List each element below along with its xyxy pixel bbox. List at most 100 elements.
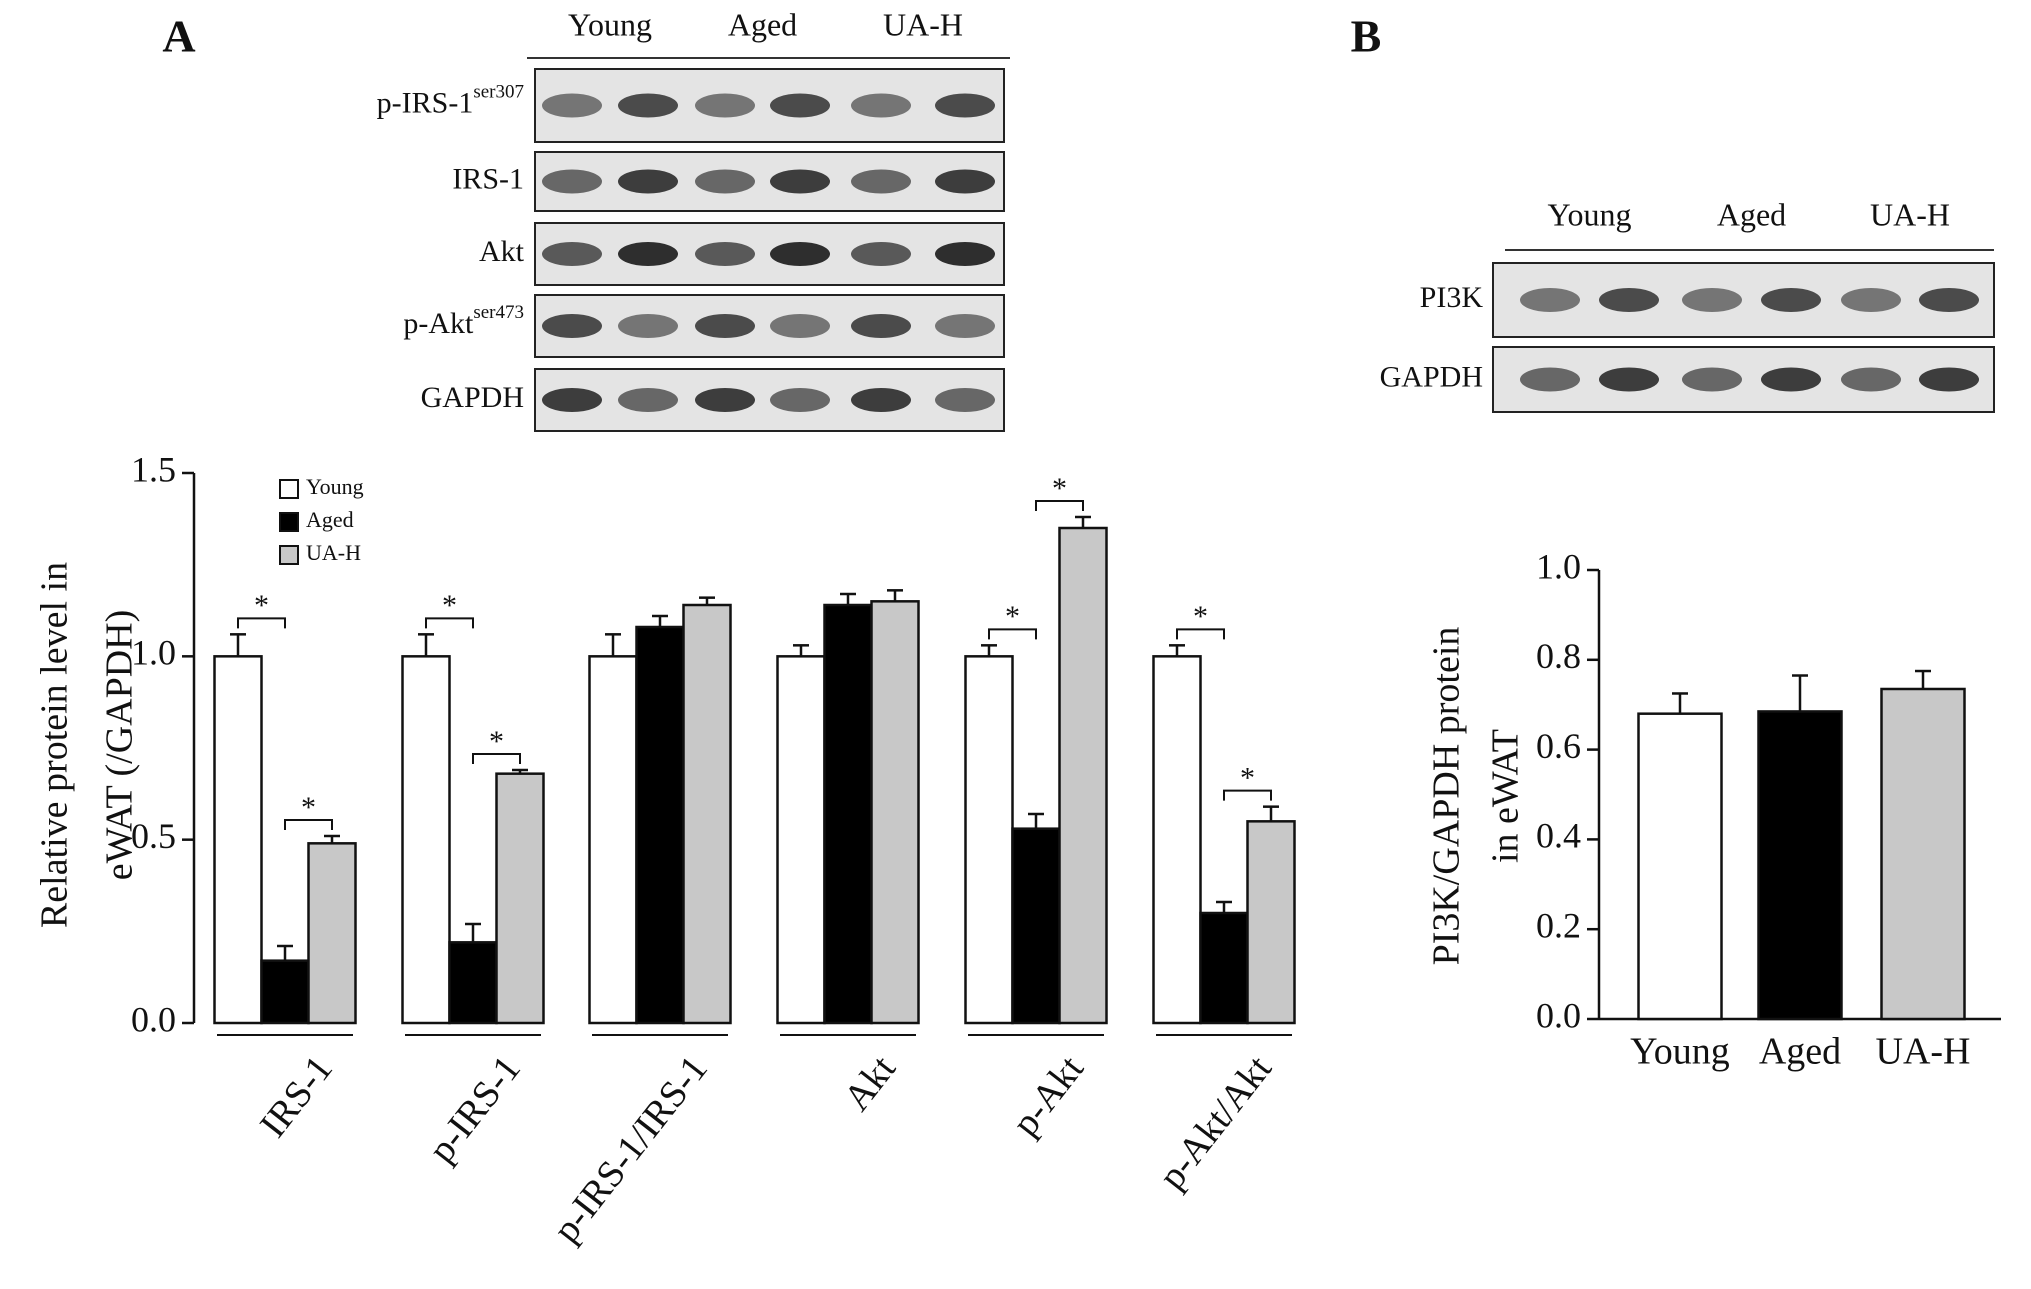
blot-row-sup: ser307 <box>473 82 524 103</box>
y-tick-label: 0.4 <box>1536 816 1581 856</box>
blot-band <box>695 314 755 338</box>
blot-row-label: GAPDH <box>1380 360 1483 393</box>
blot-band <box>770 93 830 118</box>
panel-letter: A <box>162 11 195 62</box>
blot-band <box>935 314 995 338</box>
blot-band <box>851 314 911 338</box>
bar <box>307 842 357 1025</box>
blot-band <box>1682 367 1742 392</box>
x-tick-label: Young <box>1630 1031 1730 1073</box>
significance-bracket <box>237 617 286 629</box>
significance-bracket <box>988 628 1037 640</box>
blot-band <box>542 314 602 338</box>
y-tick-label: 0.6 <box>1536 726 1581 766</box>
blot-row-name: GAPDH <box>421 381 524 414</box>
blot-row-label: Akt <box>479 235 525 268</box>
blot-band <box>1761 288 1821 312</box>
blot-band <box>851 169 911 194</box>
blot-band <box>542 388 602 412</box>
blot-band <box>542 169 602 194</box>
legend-swatch <box>279 512 299 532</box>
blot-band <box>618 93 678 118</box>
blot-row-name: Akt <box>479 235 525 268</box>
blot-band <box>1841 288 1901 312</box>
blot-band <box>1682 288 1742 312</box>
blot-band <box>851 242 911 266</box>
y-tick-label: 1.5 <box>131 449 176 489</box>
significance-bracket <box>1223 789 1272 801</box>
blot-row-name: IRS-1 <box>452 162 524 195</box>
y-tick-label: 0.8 <box>1536 636 1581 676</box>
blot-row-label: p-Aktser473 <box>403 302 524 340</box>
y-tick-label: 0.2 <box>1536 905 1581 945</box>
y-tick-label: 0.0 <box>131 999 176 1039</box>
bar <box>588 655 638 1025</box>
blot-strip <box>534 68 1005 143</box>
legend-swatch <box>279 545 299 565</box>
significance-label: * <box>1052 472 1067 505</box>
x-tick-label: IRS-1 <box>252 1048 341 1145</box>
significance-bracket <box>425 617 474 629</box>
legend-label: UA-H <box>306 540 361 565</box>
x-tick-label: p-IRS-1 <box>420 1048 528 1170</box>
significance-label: * <box>1240 762 1255 795</box>
bar <box>964 655 1014 1025</box>
y-tick-label: 0.5 <box>131 816 176 856</box>
x-tick-label: p-Akt <box>1004 1048 1092 1144</box>
x-tick-label: Akt <box>836 1048 904 1119</box>
blot-band <box>935 388 995 412</box>
y-axis-label: in eWAT <box>1485 729 1527 863</box>
bar <box>260 959 310 1025</box>
significance-bracket <box>1176 628 1225 640</box>
blot-row-name: GAPDH <box>1380 360 1483 393</box>
blot-band <box>770 388 830 412</box>
blot-band <box>1761 367 1821 392</box>
y-tick-label: 0.0 <box>1536 995 1581 1035</box>
significance-label: * <box>1193 600 1208 633</box>
blot-strip <box>534 222 1005 286</box>
significance-label: * <box>301 791 316 824</box>
legend-label: Aged <box>306 507 354 532</box>
y-axis-label: Relative protein level in <box>34 562 76 928</box>
blot-band <box>935 242 995 266</box>
blot-band <box>695 169 755 194</box>
blot-group-label: Young <box>1548 196 1632 232</box>
panel-letter: B <box>1351 11 1382 62</box>
blot-band <box>851 93 911 118</box>
blot-row-name: p-IRS-1 <box>377 86 474 119</box>
blot-strip <box>534 151 1005 212</box>
blot-row-label: PI3K <box>1420 281 1484 314</box>
blot-band <box>1520 367 1580 392</box>
significance-bracket <box>472 753 521 764</box>
y-tick-label: 1.0 <box>1536 546 1581 586</box>
significance-label: * <box>489 725 504 758</box>
bar <box>635 625 685 1025</box>
bar <box>213 655 263 1025</box>
significance-label: * <box>1005 600 1020 633</box>
bar <box>1757 710 1843 1021</box>
blot-band <box>542 93 602 118</box>
blot-group-label: Aged <box>1717 196 1786 232</box>
blot-band <box>1599 367 1659 392</box>
bar <box>448 941 498 1025</box>
blot-group-label: Young <box>568 6 652 42</box>
y-tick-label: 1.0 <box>131 633 176 673</box>
blot-strip <box>534 294 1005 358</box>
blot-band <box>935 93 995 118</box>
blot-band <box>1919 288 1979 312</box>
blot-band <box>695 93 755 118</box>
blot-band <box>618 169 678 194</box>
blot-strip <box>534 368 1005 432</box>
bar <box>870 600 920 1025</box>
bar <box>1637 712 1723 1021</box>
blot-group-label: Aged <box>728 6 797 42</box>
blot-band <box>618 314 678 338</box>
y-axis-label: PI3K/GAPDH protein <box>1426 627 1468 966</box>
blot-row-name: p-Akt <box>403 307 474 340</box>
bar <box>823 603 873 1025</box>
blot-band <box>1520 288 1580 312</box>
blot-band <box>618 242 678 266</box>
blot-row-label: GAPDH <box>421 381 524 414</box>
blot-group-label: UA-H <box>883 6 963 42</box>
blot-band <box>1841 367 1901 392</box>
